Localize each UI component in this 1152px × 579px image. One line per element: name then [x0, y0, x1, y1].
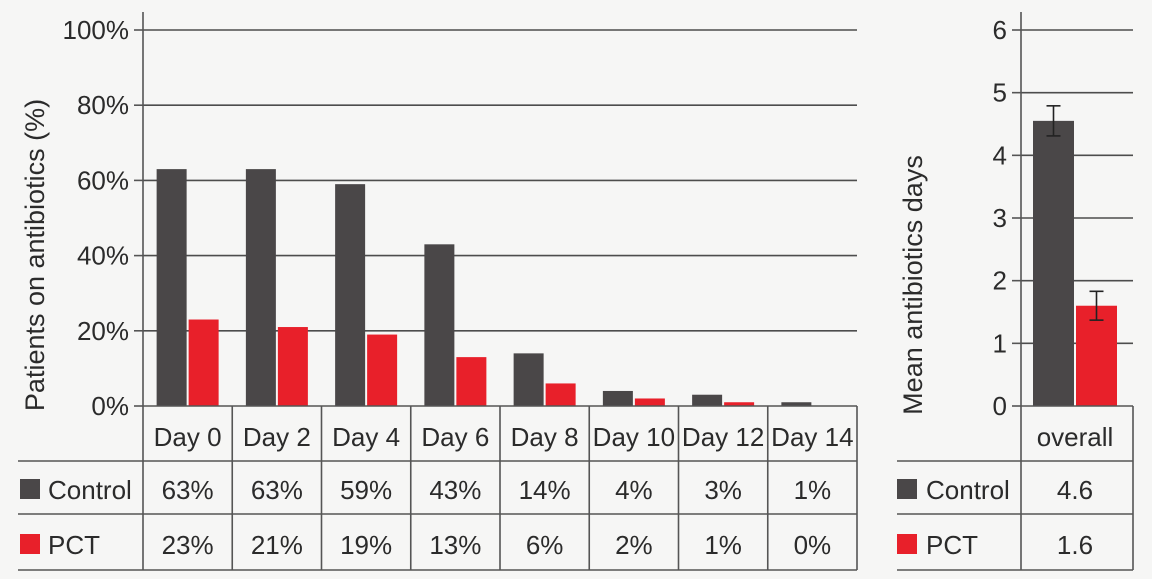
data-label-control: 1% [794, 475, 832, 505]
data-label-pct: 2% [615, 530, 653, 560]
legend-label-control: Control [926, 475, 1010, 505]
x-category-label: Day 12 [682, 422, 764, 452]
bar-pct [277, 327, 308, 406]
y-tick-label: 40% [77, 241, 129, 271]
x-category-label: Day 8 [511, 422, 579, 452]
data-label-pct: 19% [340, 530, 392, 560]
left-chart: 0% 20% 40% 60% 80% 100% Patients on antibiotic… [18, 12, 858, 571]
legend-swatch-pct [897, 534, 917, 554]
data-label-control: 3% [704, 475, 742, 505]
data-label-pct: 1.6 [1057, 530, 1093, 560]
data-label-control: 14% [519, 475, 571, 505]
x-category-label: Day 6 [421, 422, 489, 452]
x-category-label: Day 10 [593, 422, 675, 452]
y-tick-label: 20% [77, 316, 129, 346]
x-category-label: Day 2 [243, 422, 311, 452]
bar-pct [1076, 305, 1117, 406]
bar-control [1033, 120, 1074, 406]
y-tick-label: 4 [993, 140, 1007, 170]
x-category-label: overall [1037, 422, 1114, 452]
data-label-control: 43% [429, 475, 481, 505]
data-label-pct: 0% [794, 530, 832, 560]
data-label-control: 59% [340, 475, 392, 505]
y-tick-label: 2 [993, 266, 1007, 296]
data-label-pct: 1% [704, 530, 742, 560]
bar-control [156, 169, 187, 406]
legend-label-pct: PCT [48, 530, 100, 560]
legend-label-pct: PCT [926, 530, 978, 560]
bar-pct [188, 319, 219, 406]
data-label-pct: 6% [526, 530, 564, 560]
right-chart: 0 1 2 3 4 5 6 Mean antibiotics days overall Contr… [897, 12, 1134, 571]
bar-pct [545, 383, 576, 406]
legend-swatch-control [20, 479, 40, 499]
data-label-control: 63% [162, 475, 214, 505]
y-tick-label: 0 [993, 391, 1007, 421]
y-tick-label: 6 [993, 15, 1007, 45]
bar-pct [724, 402, 755, 406]
data-label-pct: 23% [162, 530, 214, 560]
data-label-control: 4.6 [1057, 475, 1093, 505]
bar-control [602, 390, 633, 406]
y-tick-label: 3 [993, 203, 1007, 233]
y-tick-label: 1 [993, 328, 1007, 358]
data-label-control: 4% [615, 475, 653, 505]
y-axis-title: Patients on antibiotics (%) [20, 99, 50, 411]
bar-pct [367, 334, 398, 406]
y-tick-label: 60% [77, 165, 129, 195]
bar-control [424, 244, 455, 406]
bar-control [245, 169, 276, 406]
y-tick-label: 0% [91, 391, 129, 421]
y-tick-label: 5 [993, 78, 1007, 108]
data-label-control: 63% [251, 475, 303, 505]
y-axis-title: Mean antibiotics days [898, 155, 928, 415]
legend-swatch-control [897, 479, 917, 499]
data-label-pct: 13% [429, 530, 481, 560]
data-label-pct: 21% [251, 530, 303, 560]
bar-control [335, 184, 366, 406]
bar-control [692, 394, 723, 406]
bar-control [781, 402, 812, 406]
x-category-label: Day 14 [771, 422, 853, 452]
bar-pct [634, 398, 665, 406]
x-category-label: Day 0 [154, 422, 222, 452]
x-category-label: Day 4 [332, 422, 400, 452]
y-tick-label: 80% [77, 90, 129, 120]
y-tick-label: 100% [63, 15, 130, 45]
bar-pct [456, 357, 487, 406]
bar-control [513, 353, 544, 406]
legend-swatch-pct [20, 534, 40, 554]
legend-label-control: Control [48, 475, 132, 505]
